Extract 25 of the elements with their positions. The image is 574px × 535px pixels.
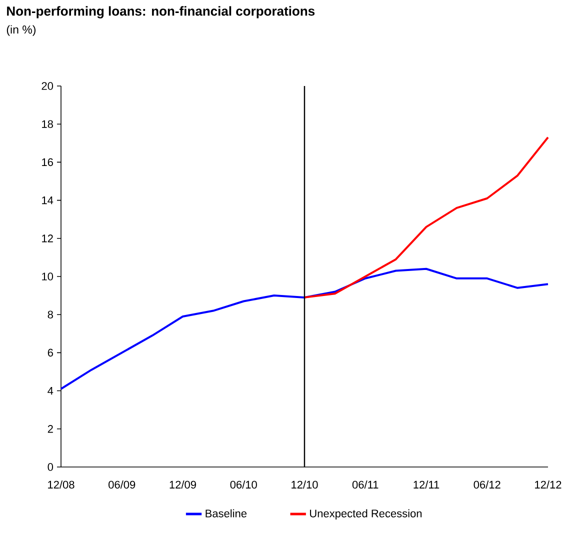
y-tick-label: 12 xyxy=(42,234,53,242)
y-tick-label: 0 xyxy=(48,463,54,471)
chart-subtitle: (in %) xyxy=(6,25,36,36)
y-tick-label: 4 xyxy=(48,387,54,395)
y-tick-label: 18 xyxy=(42,120,53,128)
y-tick-label: 8 xyxy=(48,310,53,318)
y-tick-label: 10 xyxy=(42,272,54,280)
y-tick-label: 6 xyxy=(48,348,53,357)
legend-label: Unexpected Recession xyxy=(310,509,422,520)
chart-title: Non-performing loans: non-financial corporations xyxy=(7,6,315,18)
y-tick-label: 2 xyxy=(48,425,53,433)
x-tick-label: 12/08 xyxy=(48,480,74,489)
x-tick-label: 06/12 xyxy=(474,480,500,489)
x-tick-label: 12/12 xyxy=(535,480,562,489)
x-tick-label: 12/11 xyxy=(414,480,440,489)
y-tick-label: 16 xyxy=(42,158,53,166)
x-tick-label: 12/09 xyxy=(170,480,196,489)
line-series xyxy=(304,136,549,298)
x-tick-label: 06/10 xyxy=(230,480,257,489)
x-tick-label: 12/10 xyxy=(292,480,318,489)
x-tick-label: 06/11 xyxy=(352,480,378,489)
x-tick-label: 06/09 xyxy=(108,480,136,489)
y-tick-label: 20 xyxy=(42,82,54,90)
legend-label: Baseline xyxy=(206,509,247,518)
y-tick-label: 14 xyxy=(42,196,54,204)
